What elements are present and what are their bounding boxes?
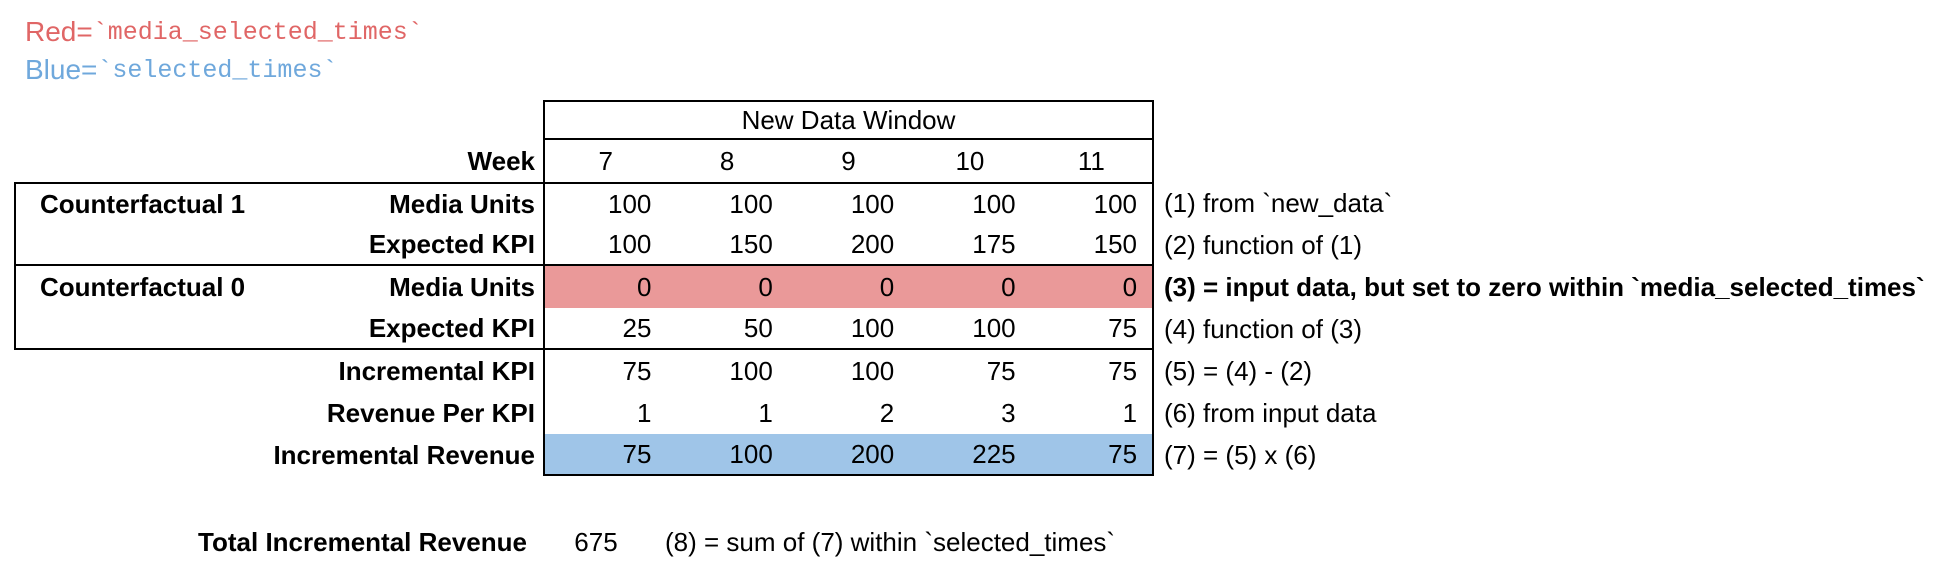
data-cell: 1 xyxy=(636,397,652,428)
data-cell: 100 xyxy=(972,312,1016,343)
data-cell: 75 xyxy=(1108,312,1138,343)
data-cell: 225 xyxy=(972,438,1016,469)
row-annotation: (4) function of (3) xyxy=(1164,313,1362,344)
selected-times-highlight: 75 100 200 225 75 xyxy=(543,434,1154,476)
row-label: Incremental Revenue xyxy=(273,439,535,470)
row-label: Media Units xyxy=(389,188,535,219)
media-selected-times-highlight: 0 0 0 0 0 xyxy=(543,266,1154,308)
row-annotation: (2) function of (1) xyxy=(1164,229,1362,260)
week-number: 8 xyxy=(719,145,735,176)
row-annotation: (1) from `new_data` xyxy=(1164,187,1393,218)
data-cell: 200 xyxy=(850,438,895,469)
legend-blue-label: Blue xyxy=(25,54,82,85)
week-row: Week 7 8 9 10 11 xyxy=(0,140,1960,182)
legend-blue-code: `selected_times` xyxy=(97,55,338,85)
total-row: Total Incremental Revenue 675 (8) = sum … xyxy=(0,521,1960,563)
data-cell: 1 xyxy=(1122,397,1138,428)
data-cell: 0 xyxy=(758,271,773,302)
row-label: Incremental KPI xyxy=(338,355,535,386)
week-numbers: 7 8 9 10 11 xyxy=(543,140,1154,182)
legend-red-label: Red xyxy=(25,16,77,47)
data-cell: 175 xyxy=(972,228,1016,259)
row-annotation: (5) = (4) - (2) xyxy=(1164,355,1313,386)
table-header-row: New Data Window xyxy=(0,100,1960,140)
data-cell: 75 xyxy=(622,438,652,469)
week-number: 7 xyxy=(598,145,613,176)
legend-blue-equals: = xyxy=(81,54,98,85)
row-label: Media Units xyxy=(389,271,535,302)
data-cell: 25 xyxy=(622,312,652,343)
row-label: Revenue Per KPI xyxy=(326,397,535,428)
total-annotation: (8) = sum of (7) within `selected_times` xyxy=(665,526,1116,557)
legend-red-equals: = xyxy=(76,16,93,47)
data-cell: 0 xyxy=(636,271,652,302)
table-row-incremental-kpi: Incremental KPI 75 100 100 75 75 (5) = (… xyxy=(0,350,1960,392)
week-number: 11 xyxy=(1077,145,1105,176)
data-cell: 75 xyxy=(986,355,1016,386)
legend-red-code: `media_selected_times` xyxy=(92,17,423,47)
row-annotation: (7) = (5) x (6) xyxy=(1164,439,1317,470)
row-group-label: Counterfactual 0 xyxy=(40,271,246,302)
table-row-cf1-expected-kpi: Expected KPI 100 150 200 175 150 (2) fun… xyxy=(0,224,1960,266)
data-cell: 0 xyxy=(1122,271,1138,302)
total-label: Total Incremental Revenue xyxy=(198,526,527,557)
table-row-incremental-revenue: Incremental Revenue 75 100 200 225 75 (7… xyxy=(0,434,1960,476)
row-annotation: (3) = input data, but set to zero within… xyxy=(1164,271,1925,302)
row-label: Expected KPI xyxy=(368,312,535,343)
data-cell: 100 xyxy=(850,188,895,219)
table-header-title: New Data Window xyxy=(741,104,956,135)
table-row-cf0-media-units: Counterfactual 0 Media Units 0 0 0 0 0 (… xyxy=(0,266,1960,308)
data-cell: 150 xyxy=(729,228,773,259)
header-spacer xyxy=(14,100,543,140)
data-cell: 100 xyxy=(850,312,895,343)
row-group-label: Counterfactual 1 xyxy=(40,188,246,219)
total-value: 675 xyxy=(574,526,618,557)
data-cell: 2 xyxy=(879,397,895,428)
table-row-cf1-media-units: Counterfactual 1 Media Units 100 100 100… xyxy=(0,182,1960,224)
data-cell: 150 xyxy=(1093,228,1138,259)
color-legend: Red = `media_selected_times` Blue = `sel… xyxy=(25,13,423,89)
table-row-cf0-expected-kpi: Expected KPI 25 50 100 100 75 (4) functi… xyxy=(0,308,1960,350)
data-cell: 50 xyxy=(743,312,773,343)
data-cell: 100 xyxy=(850,355,895,386)
row-annotation: (6) from input data xyxy=(1164,397,1377,428)
data-cell: 75 xyxy=(1108,355,1138,386)
week-number: 10 xyxy=(955,145,985,176)
data-cell: 1 xyxy=(758,397,773,428)
data-cell: 100 xyxy=(1093,188,1138,219)
data-cell: 100 xyxy=(972,188,1016,219)
data-cell: 75 xyxy=(622,355,652,386)
data-cell: 100 xyxy=(729,355,773,386)
data-cell: 100 xyxy=(608,228,652,259)
header-box: New Data Window xyxy=(543,100,1154,140)
data-cell: 0 xyxy=(879,271,895,302)
data-cell: 100 xyxy=(608,188,652,219)
week-number: 9 xyxy=(841,145,856,176)
data-cell: 75 xyxy=(1108,438,1138,469)
data-cell: 3 xyxy=(1001,397,1016,428)
row-label: Expected KPI xyxy=(368,228,535,259)
data-cell: 200 xyxy=(850,228,895,259)
table-row-revenue-per-kpi: Revenue Per KPI 1 1 2 3 1 (6) from input… xyxy=(0,392,1960,434)
legend-red-line: Red = `media_selected_times` xyxy=(25,13,423,51)
data-cell: 100 xyxy=(729,438,773,469)
legend-blue-line: Blue = `selected_times` xyxy=(25,51,423,89)
data-cell: 0 xyxy=(1001,271,1016,302)
week-label: Week xyxy=(467,145,535,176)
data-cell: 100 xyxy=(729,188,773,219)
